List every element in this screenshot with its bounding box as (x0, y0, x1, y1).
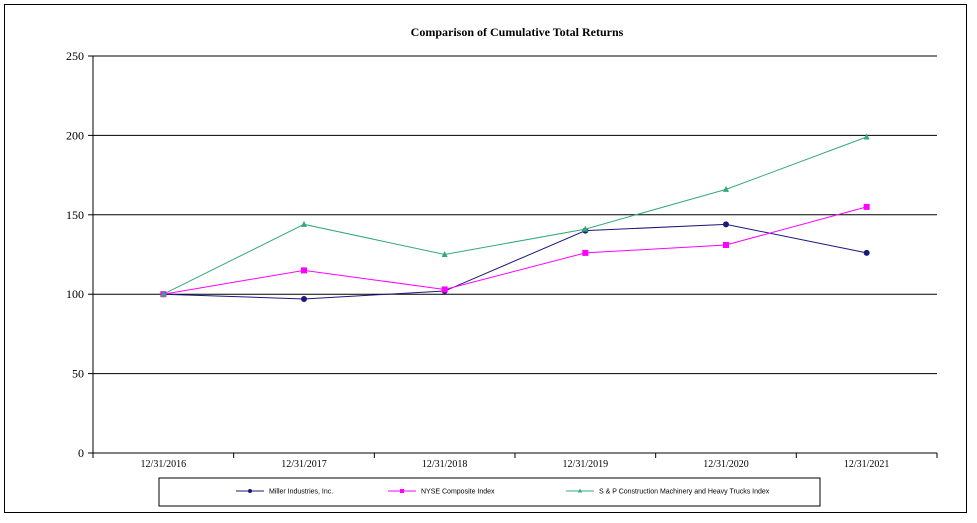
data-point (723, 185, 729, 192)
x-tick-label: 12/31/2018 (422, 459, 468, 470)
data-point (441, 286, 448, 293)
legend-item-2: NYSE Composite Index (388, 489, 495, 496)
data-point (863, 249, 870, 256)
data-point (582, 225, 589, 232)
series-line (163, 206, 867, 295)
data-point (301, 220, 307, 227)
legend-box (158, 477, 821, 507)
legend-label: NYSE Composite Index (421, 489, 495, 496)
series-3 (160, 133, 870, 297)
legend-marker (578, 488, 582, 493)
legend-marker (248, 489, 252, 493)
y-tick-label: 200 (66, 128, 84, 142)
series-line (163, 223, 867, 300)
y-tick-label: 150 (66, 208, 84, 222)
series-line (163, 136, 867, 295)
data-point (301, 295, 307, 302)
data-point (863, 203, 870, 210)
series-2 (160, 203, 870, 298)
chart-title: Comparison of Cumulative Total Returns (411, 25, 624, 39)
legend-item-1: Miller Industries, Inc. (236, 489, 333, 496)
x-tick-label: 12/31/2019 (563, 459, 609, 470)
y-tick-label: 0 (78, 446, 84, 460)
x-tick-label: 12/31/2021 (844, 459, 890, 470)
legend-label: Miller Industries, Inc. (269, 489, 333, 496)
series-1 (160, 221, 870, 302)
data-point (582, 249, 589, 256)
legend: Miller Industries, Inc. NYSE Composite In… (158, 477, 821, 507)
data-point (863, 133, 870, 140)
chart-frame (4, 4, 967, 513)
axes: 0 50 100 150 200 250 12/31/2016 12/31/2017 12/31… (66, 49, 938, 470)
x-tick-label: 12/31/2017 (281, 459, 327, 470)
data-point (723, 221, 729, 228)
data-point (441, 251, 448, 257)
y-tick-label: 250 (66, 49, 84, 63)
legend-label: S & P Construction Machinery and Heavy T… (599, 489, 770, 496)
data-point (723, 241, 729, 248)
data-point (301, 267, 307, 274)
x-tick-label: 12/31/2020 (703, 459, 749, 470)
y-tick-label: 100 (66, 287, 84, 301)
gridlines (93, 55, 937, 375)
y-tick-label: 50 (72, 367, 84, 381)
data-point (160, 290, 167, 297)
x-tick-label: 12/31/2016 (141, 459, 187, 470)
legend-item-3: S & P Construction Machinery and Heavy T… (566, 488, 770, 496)
legend-marker (400, 489, 404, 493)
series-layer (160, 133, 870, 302)
